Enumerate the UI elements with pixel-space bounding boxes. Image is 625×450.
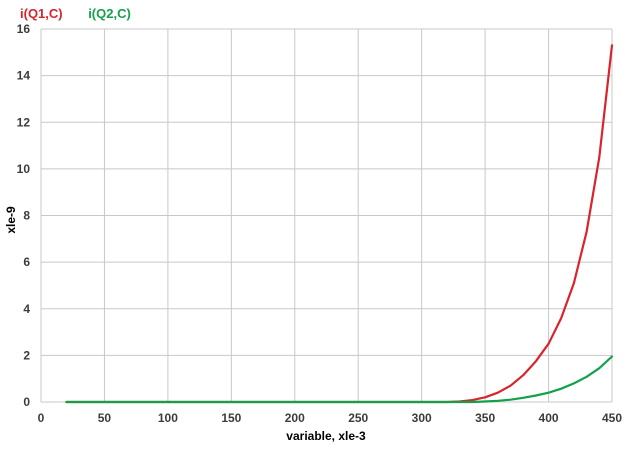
- y-axis-label: xle-9: [4, 206, 18, 234]
- legend-entry-1: i(Q1,C): [20, 6, 63, 21]
- x-tick-label: 250: [348, 411, 368, 425]
- y-tick-label: 8: [23, 209, 30, 223]
- y-tick-label: 16: [17, 22, 31, 36]
- x-tick-label: 300: [412, 411, 432, 425]
- y-tick-label: 2: [23, 348, 30, 362]
- legend-entry-2: i(Q2,C): [88, 6, 131, 21]
- y-tick-label: 12: [17, 115, 31, 129]
- x-tick-label: 50: [98, 411, 112, 425]
- x-tick-label: 450: [602, 411, 622, 425]
- x-tick-label: 400: [539, 411, 559, 425]
- x-tick-label: 350: [475, 411, 495, 425]
- y-tick-label: 6: [23, 255, 30, 269]
- x-axis-label: variable, xle-3: [286, 429, 366, 443]
- series-line-1: [65, 44, 614, 404]
- legend: i(Q1,C) i(Q2,C): [20, 6, 131, 21]
- y-tick-label: 0: [23, 395, 30, 409]
- grid: [40, 28, 613, 403]
- x-tick-label: 0: [38, 411, 45, 425]
- y-tick-label: 10: [17, 162, 31, 176]
- y-tick-label: 4: [23, 302, 30, 316]
- x-tick-label: 150: [221, 411, 241, 425]
- y-axis-ticks: 0 2 4 6 8 10 12 14 16: [17, 22, 31, 409]
- series-line-2: [65, 355, 614, 404]
- series-lines: [65, 44, 614, 404]
- x-axis-ticks: 0 50 100 150 200 250 300 350 400 450: [38, 411, 623, 425]
- x-tick-label: 100: [158, 411, 178, 425]
- x-tick-label: 200: [285, 411, 305, 425]
- y-tick-label: 14: [17, 69, 31, 83]
